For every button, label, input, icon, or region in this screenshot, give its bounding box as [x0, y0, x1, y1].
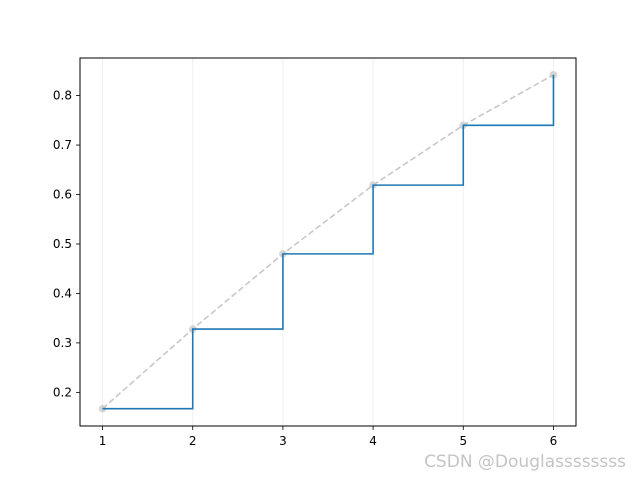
axis-layer: 1 2 3 4 5 6 0.2 0.3 0.4 0.5 0.6 0.7 0.8 — [53, 89, 557, 448]
x-tick-label-2: 2 — [189, 434, 197, 448]
y-tick-label-4: 0.5 — [53, 237, 72, 251]
step-series-line — [102, 74, 555, 410]
y-tick-label-6: 0.7 — [53, 138, 72, 152]
x-tick-label-6: 6 — [550, 434, 558, 448]
watermark-text: CSDN @Douglassssssss — [424, 452, 626, 472]
x-tick-label-5: 5 — [459, 434, 467, 448]
plot-frame — [79, 57, 577, 427]
y-tick-label-2: 0.3 — [53, 336, 72, 350]
series-layer — [98, 71, 558, 413]
y-tick-label-5: 0.6 — [53, 188, 72, 202]
y-tick-label-1: 0.2 — [53, 385, 72, 399]
y-tick-label-7: 0.8 — [53, 89, 72, 103]
x-tick-label-3: 3 — [279, 434, 287, 448]
x-tick-label-4: 4 — [369, 434, 377, 448]
y-tick-label-3: 0.4 — [53, 286, 72, 300]
dashed-series-line — [102, 74, 554, 410]
x-tick-label-1: 1 — [99, 434, 107, 448]
dashed-series-point-6 — [549, 71, 558, 79]
